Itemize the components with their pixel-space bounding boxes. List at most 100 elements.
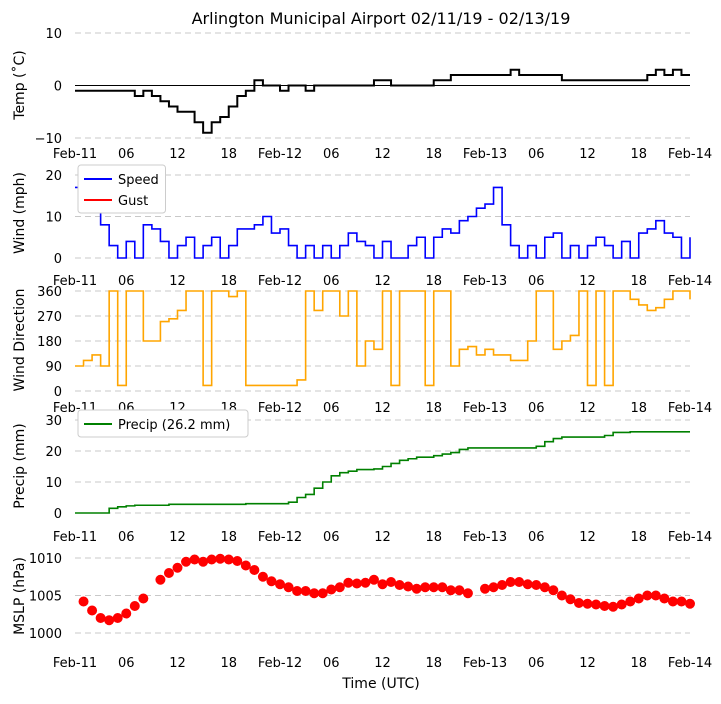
precip-xtick-label: Feb-13	[463, 530, 507, 545]
precip-series-precip-line	[75, 430, 690, 514]
temp-xtick-label: Feb-14	[668, 147, 712, 162]
dir-xtick-label: 06	[323, 401, 340, 416]
dir-xtick-label: Feb-12	[258, 401, 302, 416]
dir-ytick-label: 0	[54, 385, 62, 400]
mslp-data-point	[163, 568, 174, 578]
precip-ytick-label: 20	[45, 445, 62, 460]
precip-ytick-label: 10	[45, 476, 62, 491]
temp-ytick-label: −10	[35, 132, 62, 147]
mslp-data-point	[360, 577, 371, 588]
mslp-data-point	[420, 582, 431, 593]
mslp-data-point	[428, 582, 439, 593]
mslp-data-point	[266, 576, 277, 587]
mslp-data-point	[608, 601, 619, 612]
mslp-data-point	[78, 596, 89, 607]
wind-ytick-label: 0	[54, 252, 62, 267]
wind-xtick-label: 06	[118, 274, 135, 289]
temp-panel: −10 0 10 Temp (˚C) Feb-11 06 12 18 Feb-12 06 12 18 F…	[11, 27, 712, 162]
temp-xtick-label: Feb-13	[463, 147, 507, 162]
mslp-data-point	[189, 554, 200, 565]
mslp-data-point	[659, 593, 670, 604]
mslp-data-point	[650, 590, 661, 601]
wind-xtick-label: 12	[579, 274, 596, 289]
mslp-data-point	[437, 582, 448, 593]
mslp-data-point	[667, 596, 678, 607]
mslp-data-point	[642, 590, 653, 601]
mslp-data-point	[505, 577, 516, 587]
mslp-data-point	[582, 598, 593, 609]
temp-ytick-label: 10	[45, 27, 62, 42]
mslp-data-point	[514, 577, 525, 587]
mslp-data-point	[633, 593, 644, 604]
mslp-data-point	[232, 556, 243, 566]
temp-series-temperature-line	[75, 68, 690, 134]
mslp-xtick-label: 18	[630, 656, 647, 671]
mslp-data-point	[334, 582, 345, 593]
mslp-data-point	[539, 582, 550, 593]
mslp-data-point	[309, 588, 320, 599]
temp-xtick-label: 12	[579, 147, 596, 162]
temp-xtick-label: 06	[528, 147, 545, 162]
wind-series-speed-line	[75, 186, 691, 259]
mslp-y-axis-label: MSLP (hPa)	[12, 557, 28, 635]
mslp-data-point	[292, 586, 303, 596]
mslp-data-point	[343, 577, 354, 588]
mslp-data-point	[462, 588, 473, 599]
precip-xtick-label: 18	[630, 530, 647, 545]
mslp-xtick-label: Feb-13	[463, 656, 507, 671]
mslp-data-point	[411, 583, 422, 594]
precip-ytick-label: 30	[45, 414, 62, 429]
wind-xtick-label: 18	[630, 274, 647, 289]
mslp-data-point	[548, 585, 559, 596]
wind-xtick-label: 18	[425, 274, 442, 289]
dir-xtick-label: Feb-13	[463, 401, 507, 416]
mslp-xtick-label: 18	[425, 656, 442, 671]
mslp-data-point	[497, 580, 508, 590]
dir-ytick-label: 180	[37, 335, 62, 350]
mslp-data-point	[386, 577, 397, 587]
chart-title: Arlington Municipal Airport 02/11/19 - 0…	[192, 9, 571, 28]
mslp-data-point	[215, 553, 226, 564]
mslp-xtick-label: 12	[374, 656, 391, 671]
mslp-data-point	[104, 615, 115, 626]
mslp-data-point	[625, 596, 636, 607]
mslp-xtick-label: 06	[118, 656, 135, 671]
precip-xtick-label: Feb-14	[668, 530, 712, 545]
dir-series-direction-line	[75, 290, 691, 387]
mslp-data-point	[616, 599, 627, 610]
mslp-data-point	[599, 601, 610, 611]
mslp-data-point	[573, 598, 584, 608]
wind-xtick-label: 12	[374, 274, 391, 289]
mslp-data-point	[403, 581, 414, 592]
mslp-data-point	[394, 580, 405, 590]
wind-xtick-label: 06	[323, 274, 340, 289]
mslp-data-point	[240, 560, 251, 571]
temp-xtick-label: 18	[220, 147, 237, 162]
wind-xtick-label: Feb-14	[668, 274, 712, 289]
precip-xtick-label: 12	[169, 530, 186, 545]
x-axis-label: Time (UTC)	[341, 676, 419, 692]
temp-xtick-label: Feb-12	[258, 147, 302, 162]
mslp-xtick-label: 18	[220, 656, 237, 671]
mslp-data-point	[87, 605, 98, 616]
dir-xtick-label: 06	[528, 401, 545, 416]
mslp-data-point	[685, 598, 695, 609]
temp-xtick-label: Feb-11	[53, 147, 97, 162]
temp-xtick-label: 06	[323, 147, 340, 162]
dir-ytick-label: 270	[37, 310, 62, 325]
mslp-data-point	[155, 574, 166, 585]
mslp-data-point	[445, 585, 456, 596]
dir-ytick-label: 90	[45, 360, 62, 375]
dir-xtick-label: 12	[374, 401, 391, 416]
dir-xtick-label: 18	[630, 401, 647, 416]
wind-xtick-label: Feb-13	[463, 274, 507, 289]
mslp-data-point	[591, 599, 602, 610]
dir-xtick-label: 18	[425, 401, 442, 416]
mslp-data-point	[556, 590, 567, 601]
precip-xtick-label: 12	[374, 530, 391, 545]
mslp-data-point	[121, 608, 132, 619]
mslp-data-point	[480, 583, 490, 594]
